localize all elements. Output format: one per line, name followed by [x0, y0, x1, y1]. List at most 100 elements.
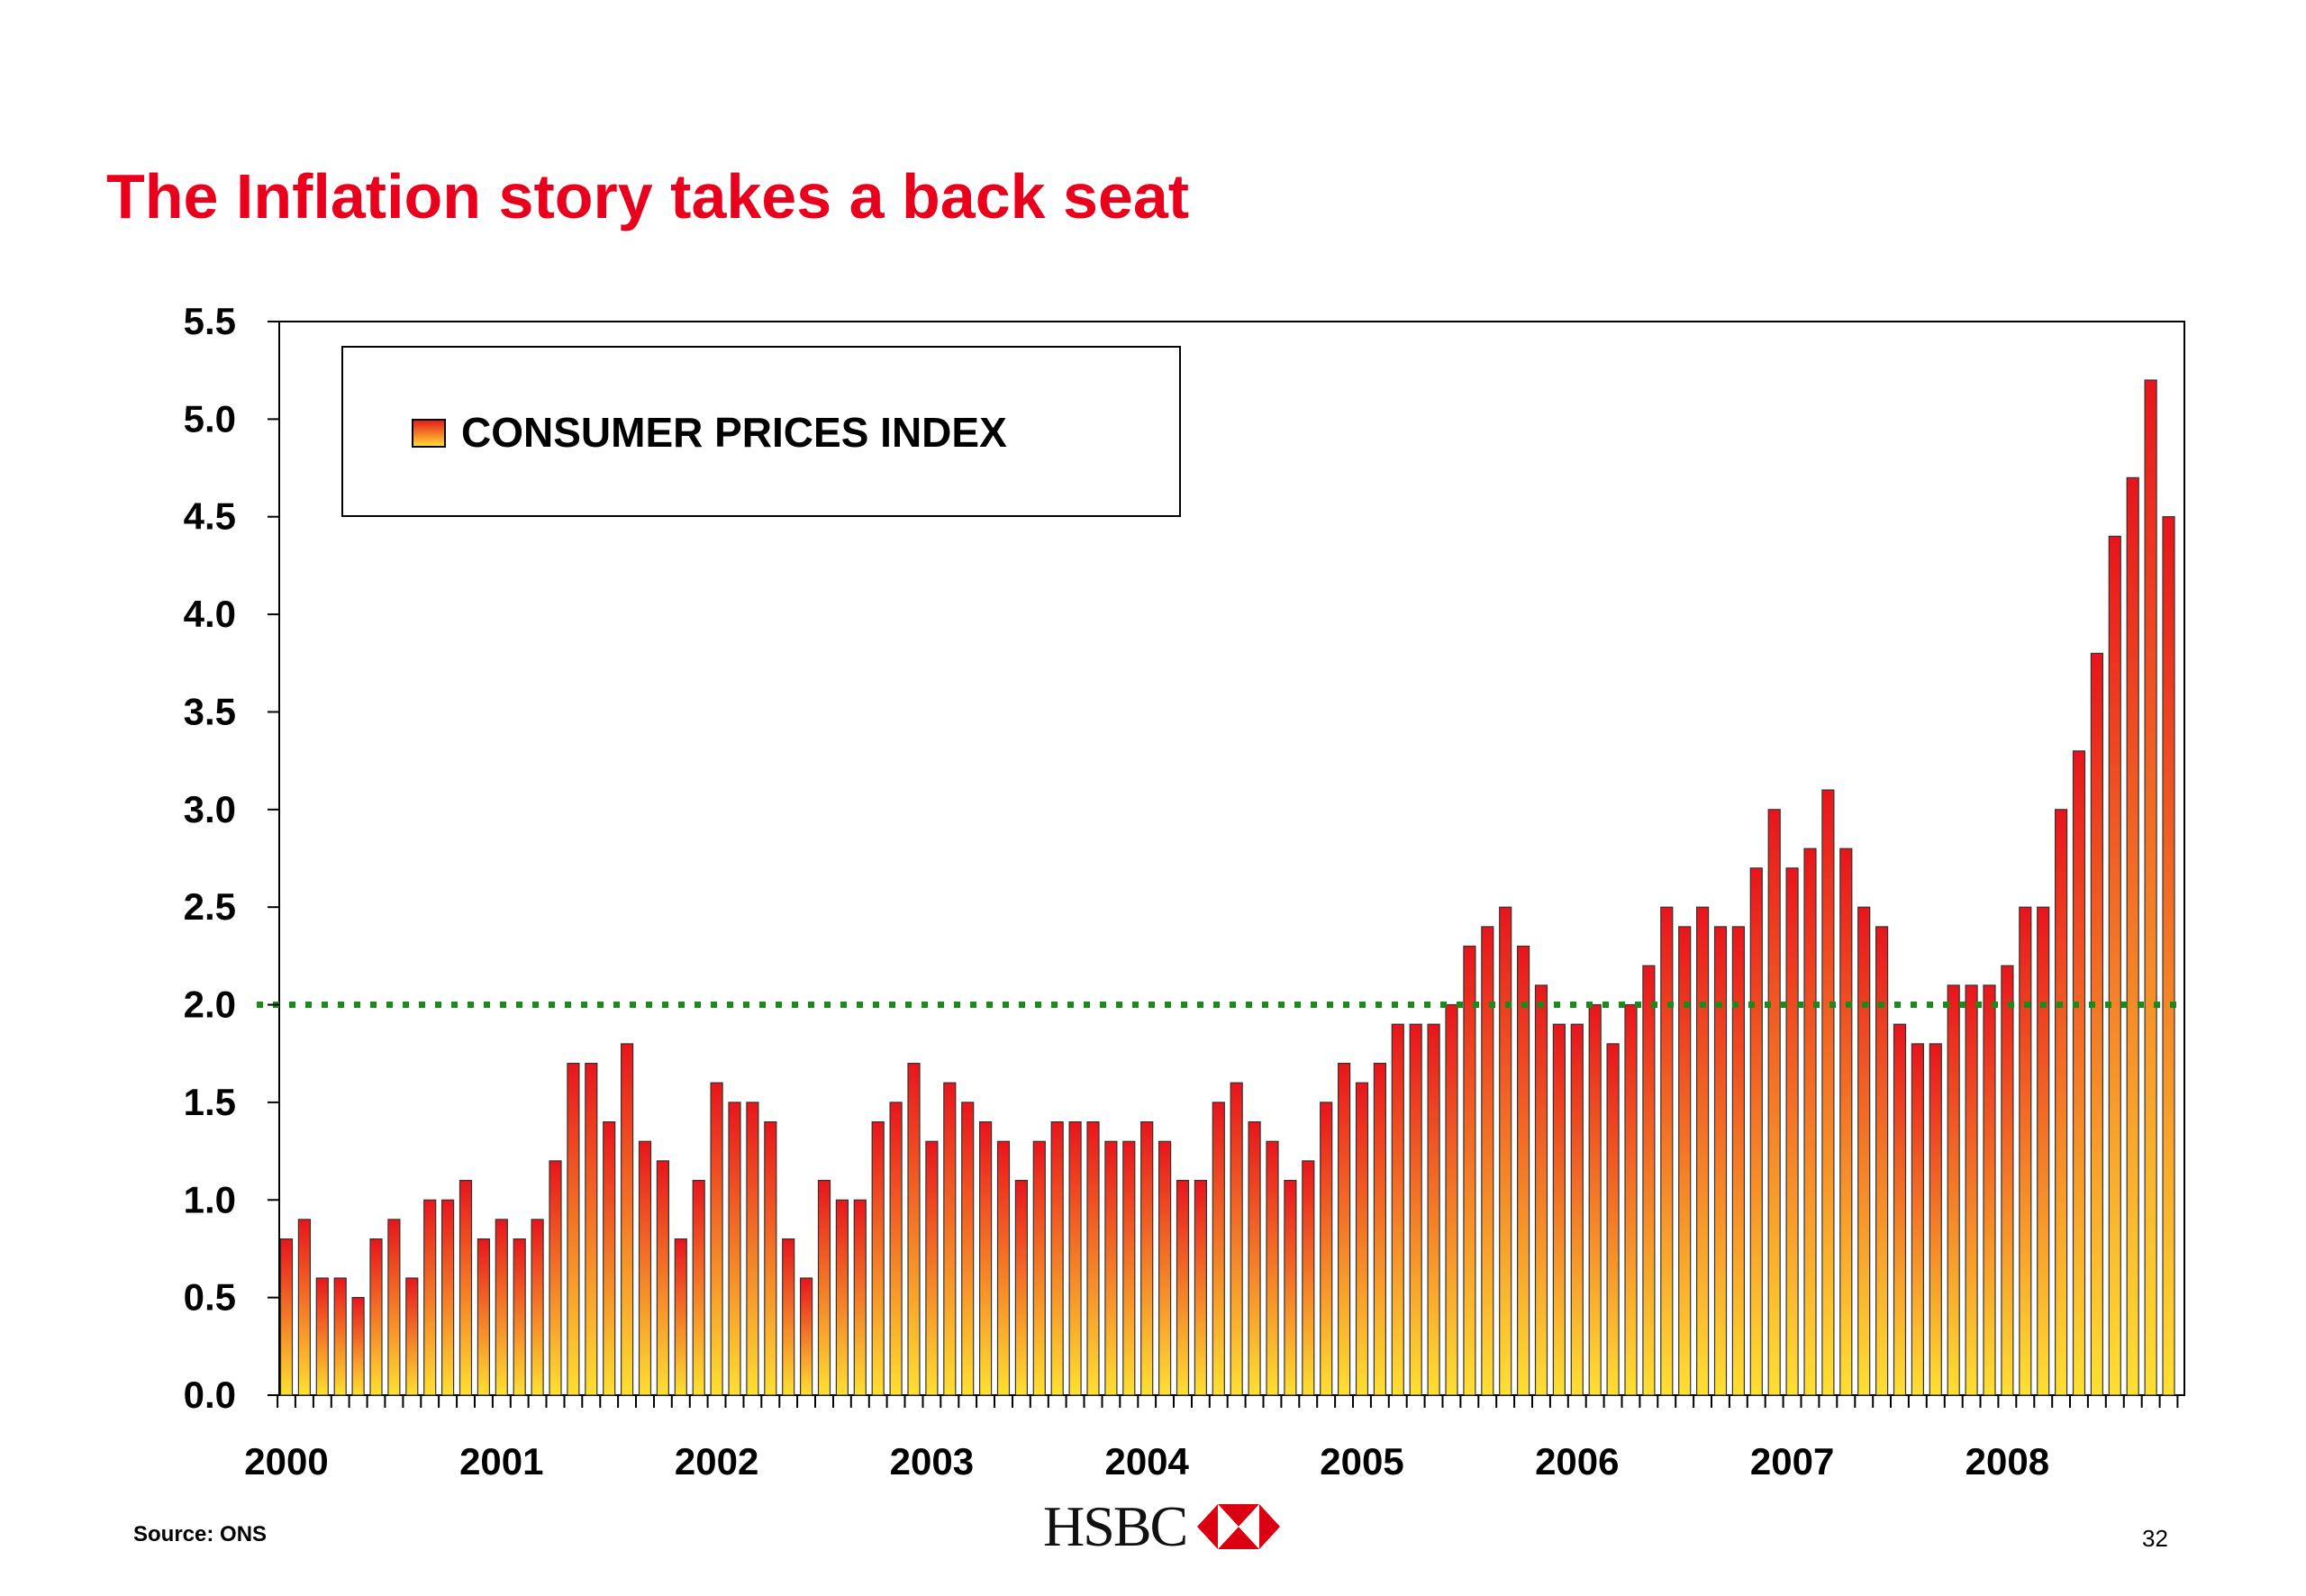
cpi-bar	[1122, 1140, 1136, 1396]
cpi-bar	[1552, 1023, 1566, 1396]
x-tick-label: 2000	[244, 1440, 328, 1477]
cpi-bar	[1660, 906, 1674, 1396]
legend-swatch	[412, 419, 446, 448]
cpi-bar	[961, 1102, 975, 1396]
x-tick-label: 2007	[1750, 1440, 1834, 1477]
cpi-bar	[1731, 926, 1746, 1396]
cpi-bar	[1409, 1023, 1422, 1396]
cpi-bar	[1839, 848, 1853, 1396]
hexagon-logo-icon	[1197, 1504, 1281, 1549]
cpi-bar	[799, 1277, 813, 1396]
cpi-bar	[1032, 1140, 1046, 1396]
x-tick-label: 2001	[459, 1440, 543, 1477]
page-title: The Inflation story takes a back seat	[106, 161, 1190, 231]
cpi-bar	[871, 1120, 885, 1396]
y-tick-label: 1.0	[184, 1178, 236, 1220]
y-tick-label: 4.0	[184, 593, 236, 635]
cpi-bar	[2037, 906, 2050, 1396]
x-axis: 2000 2001 2002 2003 2004 2005 2006 2007 2008	[244, 1395, 2179, 1477]
cpi-bar	[1481, 926, 1494, 1396]
cpi-bar	[1427, 1023, 1440, 1396]
cpi-bar	[567, 1062, 580, 1396]
x-tick-label: 2004	[1104, 1440, 1189, 1477]
cpi-bar	[746, 1102, 759, 1396]
legend: CONSUMER PRICES INDEX	[341, 346, 1181, 517]
cpi-bar	[1068, 1120, 1082, 1396]
cpi-bar	[2001, 965, 2014, 1396]
y-tick-label: 4.5	[184, 495, 236, 538]
cpi-bar	[1678, 926, 1692, 1396]
cpi-bar	[1929, 1043, 1942, 1396]
cpi-bar	[1230, 1082, 1243, 1396]
cpi-bar	[1785, 867, 1799, 1396]
cpi-bar	[369, 1238, 383, 1396]
cpi-bar	[692, 1179, 705, 1396]
cpi-bar	[423, 1199, 437, 1396]
cpi-bar	[1355, 1082, 1369, 1396]
legend-box	[341, 346, 1181, 517]
y-tick-label: 0.5	[184, 1276, 236, 1319]
cpi-bar	[782, 1238, 795, 1396]
cpi-bar	[925, 1140, 939, 1396]
cpi-bar	[477, 1238, 491, 1396]
cpi-bar	[1893, 1023, 1907, 1396]
cpi-bar	[2019, 906, 2032, 1396]
cpi-bar	[1463, 945, 1476, 1396]
cpi-bar	[835, 1199, 849, 1396]
x-tick-label: 2006	[1535, 1440, 1619, 1477]
cpi-bar	[1445, 1003, 1458, 1396]
cpi-bar	[1284, 1179, 1297, 1396]
cpi-bar	[2126, 476, 2139, 1396]
cpi-bar	[2055, 809, 2068, 1396]
y-tick-label: 1.5	[184, 1081, 236, 1123]
cpi-bar	[603, 1120, 616, 1396]
cpi-bar	[279, 1238, 294, 1396]
cpi-bar	[2162, 516, 2175, 1396]
cpi-bar	[1337, 1062, 1351, 1396]
page-number: 32	[2142, 1525, 2168, 1552]
legend-label: CONSUMER PRICES INDEX	[461, 409, 1007, 456]
cpi-bar	[2108, 535, 2121, 1396]
cpi-bar-chart: 0.0 0.5 1.0 1.5 2.0 2.5 3.0 3.5 4.0 4.5 5.0 5.5 200…	[184, 300, 2185, 1477]
x-tick-label: 2005	[1320, 1440, 1403, 1477]
cpi-bar	[710, 1082, 723, 1396]
x-tick-label: 2008	[1966, 1440, 2049, 1477]
y-tick-label: 3.0	[184, 788, 236, 830]
cpi-bar	[458, 1179, 473, 1396]
cpi-bar	[1248, 1120, 1261, 1396]
cpi-bar	[1176, 1179, 1190, 1396]
cpi-bar	[1857, 906, 1871, 1396]
cpi-bar	[1821, 789, 1835, 1396]
cpi-bar	[1050, 1120, 1064, 1396]
cpi-bar	[817, 1179, 831, 1396]
cpi-bar	[441, 1199, 455, 1396]
cpi-bar	[907, 1062, 921, 1396]
cpi-bar	[1983, 984, 1996, 1396]
cpi-bar	[2144, 379, 2157, 1396]
cpi-bar	[1642, 965, 1656, 1396]
cpi-bar	[1158, 1140, 1172, 1396]
x-tick-label: 2002	[675, 1440, 758, 1477]
cpi-bar	[853, 1199, 867, 1396]
cpi-bar	[1749, 867, 1763, 1396]
cpi-bar	[674, 1238, 687, 1396]
cpi-bar	[1266, 1140, 1279, 1396]
cpi-bar	[1965, 984, 1978, 1396]
cpi-bar	[1767, 809, 1781, 1396]
cpi-bar	[1588, 1003, 1602, 1396]
cpi-bar	[1516, 945, 1530, 1396]
bars-group	[279, 379, 2175, 1396]
cpi-bar	[1606, 1043, 1620, 1396]
cpi-bar	[333, 1277, 347, 1396]
y-axis: 0.0 0.5 1.0 1.5 2.0 2.5 3.0 3.5 4.0 4.5 5.0 5.5	[184, 300, 279, 1416]
cpi-bar	[531, 1219, 544, 1396]
cpi-bar	[943, 1082, 957, 1396]
cpi-bar	[1695, 906, 1710, 1396]
cpi-bar	[405, 1277, 419, 1396]
source-note: Source: ONS	[133, 1522, 268, 1546]
cpi-bar	[1534, 984, 1548, 1396]
cpi-bar	[549, 1160, 562, 1396]
cpi-bar	[1086, 1120, 1100, 1396]
cpi-bar	[513, 1238, 526, 1396]
y-tick-label: 5.5	[184, 300, 236, 342]
